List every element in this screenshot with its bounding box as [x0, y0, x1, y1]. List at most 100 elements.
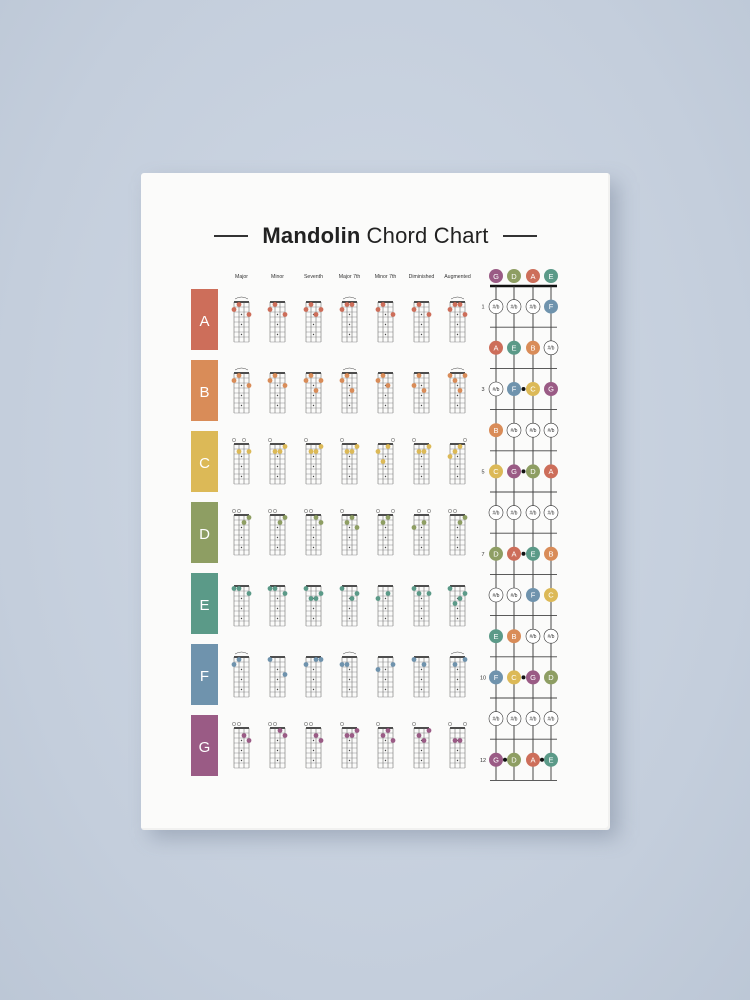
- row-key-block: [191, 289, 218, 350]
- barre-arc: [234, 651, 249, 655]
- position-dot: [312, 526, 315, 529]
- column-header: Major 7th: [339, 274, 361, 280]
- position-dot: [240, 668, 243, 671]
- position-dot: [312, 384, 315, 387]
- position-dot: [312, 668, 315, 671]
- chord-grid: Major Minor Seventh Major 7th Minor 7th Dimin…: [191, 274, 471, 776]
- open-string-marker: [232, 722, 236, 726]
- note-marker: [526, 340, 540, 355]
- note-marker: [526, 546, 540, 561]
- finger-dot: [246, 738, 252, 743]
- note-label: E: [530, 549, 535, 558]
- position-dot: [420, 465, 423, 468]
- finger-dot: [272, 373, 278, 378]
- position-dot: [456, 475, 459, 478]
- finger-dot: [457, 520, 463, 525]
- position-dot: [384, 688, 387, 691]
- note-label: D: [530, 467, 536, 476]
- position-dot: [276, 333, 279, 336]
- position-dot: [348, 323, 351, 326]
- finger-dot: [282, 672, 288, 677]
- finger-dot: [339, 307, 345, 312]
- position-dot: [420, 384, 423, 387]
- open-string-marker: [273, 509, 277, 513]
- position-dot: [240, 546, 243, 549]
- position-dot: [348, 313, 351, 316]
- position-dot: [240, 475, 243, 478]
- finger-dot: [267, 307, 273, 312]
- position-dot: [420, 333, 423, 336]
- sharp-flat-marker: [543, 628, 559, 644]
- position-dot: [456, 313, 459, 316]
- open-string-marker: [273, 722, 277, 726]
- position-dot: [312, 546, 315, 549]
- position-dot: [420, 526, 423, 529]
- finger-dot: [313, 515, 319, 520]
- finger-dot: [452, 302, 458, 307]
- finger-dot: [457, 444, 463, 449]
- note-label: #/b: [548, 716, 555, 722]
- row-key-label: C: [199, 455, 210, 472]
- sharp-flat-marker: [488, 299, 504, 314]
- position-dot: [384, 333, 387, 336]
- open-string-marker: [242, 438, 246, 442]
- chord-diagram: [411, 585, 432, 627]
- position-dot: [384, 597, 387, 600]
- open-string-marker: [412, 438, 416, 442]
- finger-dot: [241, 733, 247, 738]
- finger-dot: [375, 449, 381, 454]
- column-header: Major: [235, 274, 248, 280]
- open-string-marker: [340, 722, 344, 726]
- note-label: #/b: [511, 428, 518, 434]
- sharp-flat-marker: [543, 711, 559, 726]
- sharp-flat-marker: [525, 299, 541, 314]
- finger-dot: [380, 459, 386, 464]
- note-label: C: [548, 591, 554, 600]
- finger-dot: [385, 383, 391, 388]
- finger-dot: [344, 662, 350, 667]
- position-dot: [240, 384, 243, 387]
- chord-diagram: [304, 509, 324, 556]
- finger-dot: [426, 728, 432, 733]
- note-label: #/b: [530, 634, 537, 640]
- finger-dot: [452, 738, 458, 743]
- position-dot: [384, 678, 387, 681]
- open-string-marker: [391, 438, 395, 442]
- finger-dot: [426, 444, 432, 449]
- position-dot: [420, 455, 423, 458]
- title-bold: Mandolin: [262, 223, 361, 248]
- position-dot: [312, 394, 315, 397]
- finger-dot: [416, 449, 422, 454]
- note-label: #/b: [493, 510, 500, 516]
- sharp-flat-marker: [506, 711, 522, 726]
- chord-diagram: [267, 656, 288, 698]
- finger-dot: [282, 312, 288, 317]
- position-dot: [420, 759, 423, 762]
- chart-title: Mandolin Chord Chart: [141, 221, 610, 251]
- finger-dot: [411, 307, 417, 312]
- column-header: Augmented: [444, 274, 471, 280]
- finger-dot: [344, 449, 350, 454]
- finger-dot: [349, 302, 355, 307]
- position-dot: [384, 546, 387, 549]
- sharp-flat-marker: [543, 505, 559, 520]
- row-key-label: A: [199, 313, 209, 330]
- position-dot: [276, 546, 279, 549]
- position-dot: [276, 536, 279, 539]
- position-dot: [384, 323, 387, 326]
- position-dot: [456, 617, 459, 620]
- finger-dot: [385, 728, 391, 733]
- open-string-note: [544, 269, 558, 283]
- finger-dot: [246, 449, 252, 454]
- finger-dot: [339, 378, 345, 383]
- sharp-flat-marker: [543, 422, 559, 438]
- chord-diagram: [411, 656, 430, 698]
- position-dot: [240, 678, 243, 681]
- note-label: E: [493, 632, 498, 641]
- position-dot: [456, 688, 459, 691]
- position-dot: [312, 333, 315, 336]
- sharp-flat-marker: [488, 381, 504, 397]
- title-rule-right: [502, 235, 537, 237]
- finger-dot: [246, 383, 252, 388]
- finger-dot: [231, 586, 237, 591]
